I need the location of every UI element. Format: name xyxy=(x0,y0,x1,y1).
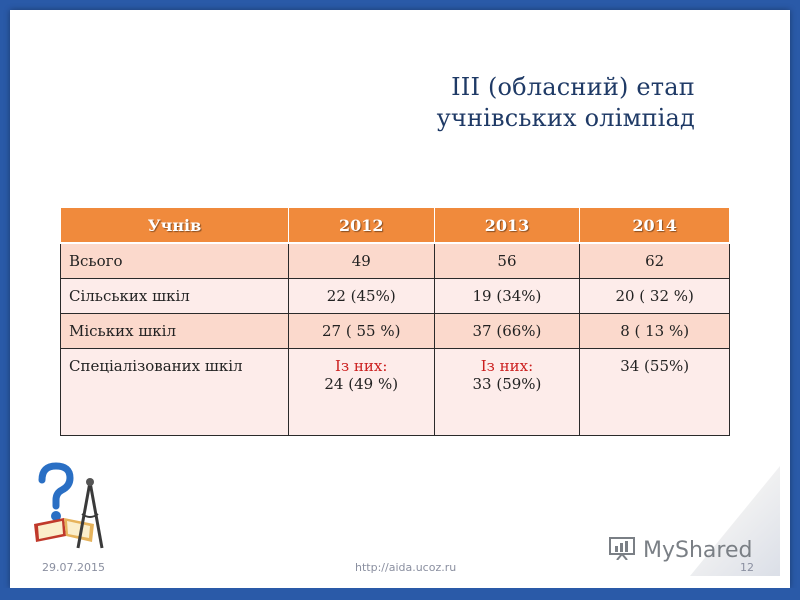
subset-label: Із них: xyxy=(480,357,534,375)
table-cell: Із них: 33 (59%) xyxy=(433,348,581,436)
table-cell: 62 xyxy=(579,242,730,279)
slide-title: III (обласний) етап учнівських олімпіад xyxy=(437,72,695,134)
row-label: Сільських шкіл xyxy=(60,278,289,314)
footer-date: 29.07.2015 xyxy=(42,561,105,574)
header-cell-2014: 2014 xyxy=(579,207,730,244)
presentation-board-icon xyxy=(609,537,635,561)
table-cell: 19 (34%) xyxy=(433,278,581,314)
title-line-1: III (обласний) етап xyxy=(451,73,695,101)
table-row: Всього 49 56 62 xyxy=(60,242,730,279)
page-number: 12 xyxy=(740,561,754,574)
watermark-text: MyShared xyxy=(643,538,753,563)
table-cell: 20 ( 32 %) xyxy=(579,278,730,314)
table-header-row: Учнів 2012 2013 2014 xyxy=(60,207,730,244)
table-row: Сільських шкіл 22 (45%) 19 (34%) 20 ( 32… xyxy=(60,278,730,314)
table-cell: 22 (45%) xyxy=(287,278,435,314)
watermark: MyShared xyxy=(608,536,752,563)
olympiad-table: Учнів 2012 2013 2014 Всього 49 56 62 Сіл… xyxy=(60,207,730,436)
table-cell: 8 ( 13 %) xyxy=(579,313,730,349)
header-cell-2013: 2013 xyxy=(433,207,581,244)
question-book-compass-icon xyxy=(34,462,104,549)
title-line-2: учнівських олімпіад xyxy=(436,104,695,132)
row-label: Всього xyxy=(60,242,289,279)
table-cell: 27 ( 55 %) xyxy=(287,313,435,349)
bottom-bar xyxy=(0,588,800,600)
header-cell-pupils: Учнів xyxy=(60,207,289,244)
table-row: Спеціалізованих шкіл Із них: 24 (49 %) І… xyxy=(60,348,730,436)
table-row: Міських шкіл 27 ( 55 %) 37 (66%) 8 ( 13 … xyxy=(60,313,730,349)
footer-url[interactable]: http://aida.ucoz.ru xyxy=(355,561,457,574)
subset-label: Із них: xyxy=(335,357,388,375)
table-cell: 37 (66%) xyxy=(433,313,581,349)
cell-value: 24 (49 %) xyxy=(324,375,399,393)
table-cell: 49 xyxy=(287,242,435,279)
header-cell-2012: 2012 xyxy=(287,207,435,244)
row-label: Міських шкіл xyxy=(60,313,289,349)
cell-value: 33 (59%) xyxy=(472,375,542,393)
row-label: Спеціалізованих шкіл xyxy=(60,348,289,436)
table-cell: Із них: 24 (49 %) xyxy=(287,348,435,436)
table-cell: 56 xyxy=(433,242,581,279)
table-cell: 34 (55%) xyxy=(579,348,730,436)
